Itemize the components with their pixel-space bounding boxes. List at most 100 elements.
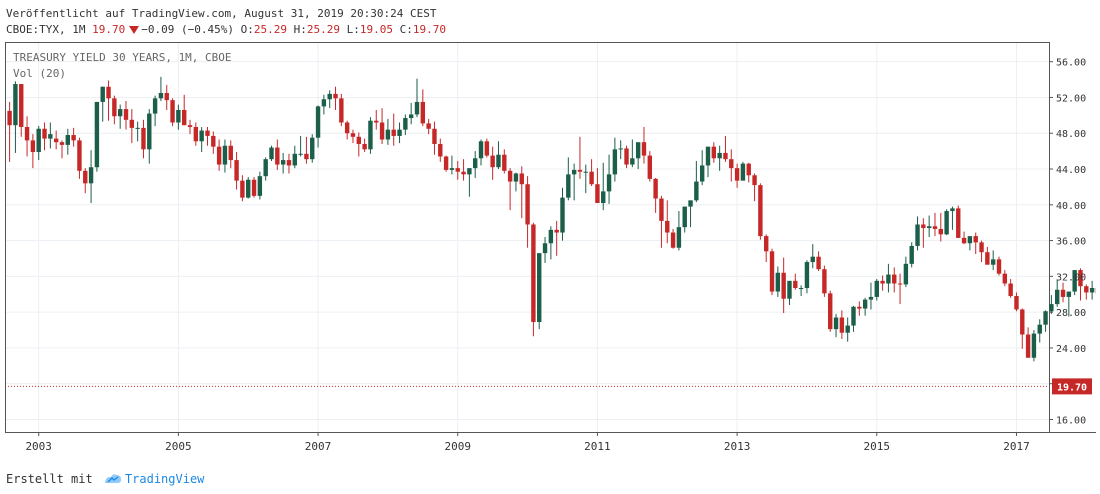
candle-body [83, 170, 88, 184]
candle [275, 139, 280, 170]
candle-body [176, 109, 181, 123]
candle-body [595, 184, 600, 204]
candle [682, 206, 687, 233]
candle-body [1037, 324, 1042, 334]
candle [775, 266, 781, 297]
candle-body [13, 84, 18, 126]
candle [583, 164, 588, 194]
candle [368, 117, 373, 154]
candle [13, 81, 18, 153]
candle [752, 173, 757, 202]
candle [467, 168, 472, 197]
candle-body [950, 208, 955, 212]
candle-body [263, 159, 268, 177]
candle [414, 78, 420, 118]
candle-body [36, 128, 41, 153]
candle [7, 101, 12, 162]
candle [53, 130, 59, 150]
candle [694, 160, 699, 203]
candle [921, 218, 926, 248]
candle-body [723, 152, 728, 160]
candle [874, 279, 879, 301]
candle-body [1020, 309, 1025, 335]
footer-prefix: Erstellt mit [6, 472, 93, 486]
footer-brand[interactable]: TradingView [124, 472, 205, 486]
candle-body [88, 167, 94, 184]
candle-body [1025, 334, 1031, 358]
x-tick-label: 2015 [864, 440, 891, 453]
symbol-label: CBOE:TYX, 1M [6, 23, 86, 36]
candle-body [147, 113, 152, 150]
candle-body [414, 101, 420, 115]
candle [793, 273, 798, 290]
candle-body [851, 306, 856, 326]
candle [478, 139, 484, 166]
candle-body [170, 100, 175, 123]
candle [525, 176, 530, 248]
close-label: C: [399, 23, 413, 36]
candle-body [502, 154, 507, 171]
candle-body [304, 153, 309, 160]
candle [932, 212, 938, 237]
candle [59, 140, 65, 159]
candle [199, 126, 204, 153]
candle-body [961, 237, 967, 244]
candle [705, 146, 711, 178]
candle-body [48, 134, 53, 139]
candle-body [606, 174, 612, 192]
candle [967, 236, 973, 251]
change-value: −0.09 (−0.45%) [141, 23, 234, 36]
candle [310, 134, 315, 163]
candle-body [653, 178, 658, 199]
candle-body [350, 133, 356, 137]
candle-body [298, 153, 303, 155]
candle [246, 177, 251, 199]
candle-body [525, 184, 530, 225]
candle-body [65, 135, 70, 145]
candle [438, 138, 443, 162]
candle-body [956, 208, 961, 238]
candle [665, 200, 670, 244]
candle [950, 206, 955, 230]
candle [1055, 279, 1060, 307]
candle-body [24, 126, 30, 141]
candle [787, 280, 792, 305]
candle-body [775, 272, 781, 292]
candle-body [810, 256, 815, 263]
candle [1084, 284, 1089, 300]
candle [24, 116, 30, 157]
candle-body [624, 148, 629, 165]
candle [443, 155, 449, 172]
last-price-tag-text: 19.70 [1057, 382, 1087, 393]
price-chart[interactable]: TREASURY YIELD 30 YEARS, 1M, CBOE Vol (2… [5, 42, 1100, 460]
candle-body [542, 243, 548, 254]
candle-body [1084, 286, 1089, 293]
candle-body [694, 181, 699, 201]
candle [420, 89, 426, 127]
candle-body [251, 179, 257, 196]
candle [606, 154, 612, 204]
candle [426, 118, 431, 135]
chart-area[interactable]: TREASURY YIELD 30 YEARS, 1M, CBOE Vol (2… [5, 42, 1100, 460]
candle [764, 234, 769, 263]
candle-body [339, 98, 344, 123]
candle-body [793, 280, 798, 288]
candle-body [886, 274, 891, 284]
candle-body [269, 147, 274, 160]
candle [496, 141, 501, 170]
candle [112, 95, 117, 125]
candle-body [240, 180, 245, 198]
candle-body [374, 120, 379, 123]
candle-body [199, 130, 204, 142]
y-tick-label: 48.00 [1056, 129, 1086, 140]
candle-body [665, 220, 670, 233]
low-label: L: [346, 23, 360, 36]
candle [990, 250, 996, 271]
candle-body [368, 120, 373, 150]
candle-body [228, 145, 233, 161]
candle-body [862, 299, 868, 309]
candle-body [152, 98, 158, 114]
candle [263, 157, 268, 181]
candle-body [100, 86, 105, 102]
candle-body [816, 256, 821, 270]
